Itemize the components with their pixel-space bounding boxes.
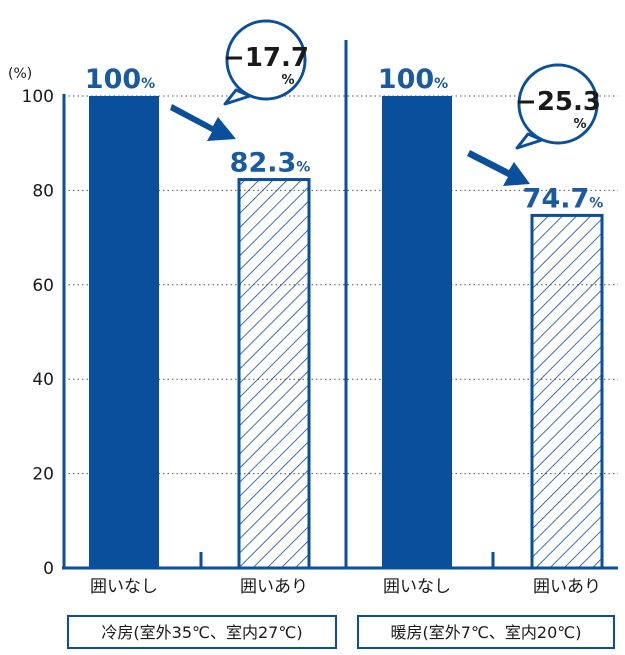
value-number: 82.3	[230, 148, 297, 179]
change-percent-sign-1: %	[281, 73, 294, 88]
category-label-g1-2: 囲いあり	[240, 577, 308, 597]
bar-g2-1	[382, 96, 452, 568]
bar-g2-2	[532, 215, 602, 568]
group-label-1: 冷房(室外35℃、室内27℃)	[101, 623, 302, 642]
value-percent-sign: %	[589, 195, 603, 211]
y-tick-label-20: 20	[32, 465, 54, 485]
value-number: 100	[85, 64, 141, 95]
value-label-g2-1: 100%	[378, 64, 448, 95]
category-label-g1-1: 囲いなし	[90, 577, 158, 597]
group-label-2: 暖房(室外7℃、室内20℃)	[391, 623, 582, 642]
change-value-2: −25.3	[515, 87, 601, 117]
bar-g1-2	[239, 180, 309, 568]
value-label-g1-1: 100%	[85, 64, 155, 95]
value-percent-sign: %	[434, 76, 448, 92]
y-tick-label-100: 100	[22, 87, 54, 107]
value-number: 74.7	[523, 183, 590, 214]
change-percent-sign-2: %	[573, 117, 586, 132]
change-arrow-1	[170, 104, 236, 141]
category-label-g2-1: 囲いなし	[383, 577, 451, 597]
bar-g1-1	[89, 96, 159, 568]
y-tick-label-80: 80	[32, 181, 54, 201]
value-percent-sign: %	[296, 160, 310, 176]
value-percent-sign: %	[141, 76, 155, 92]
y-unit-label: (%)	[8, 66, 32, 82]
y-tick-label-40: 40	[32, 370, 54, 390]
value-label-g1-2: 82.3%	[230, 148, 311, 179]
value-number: 100	[378, 64, 434, 95]
change-value-1: −17.7	[223, 43, 309, 73]
value-label-g2-2: 74.7%	[523, 183, 604, 214]
change-arrow-2	[467, 150, 530, 186]
y-tick-label-0: 0	[43, 559, 54, 579]
y-tick-label-60: 60	[32, 276, 54, 296]
category-label-g2-2: 囲いあり	[533, 577, 601, 597]
